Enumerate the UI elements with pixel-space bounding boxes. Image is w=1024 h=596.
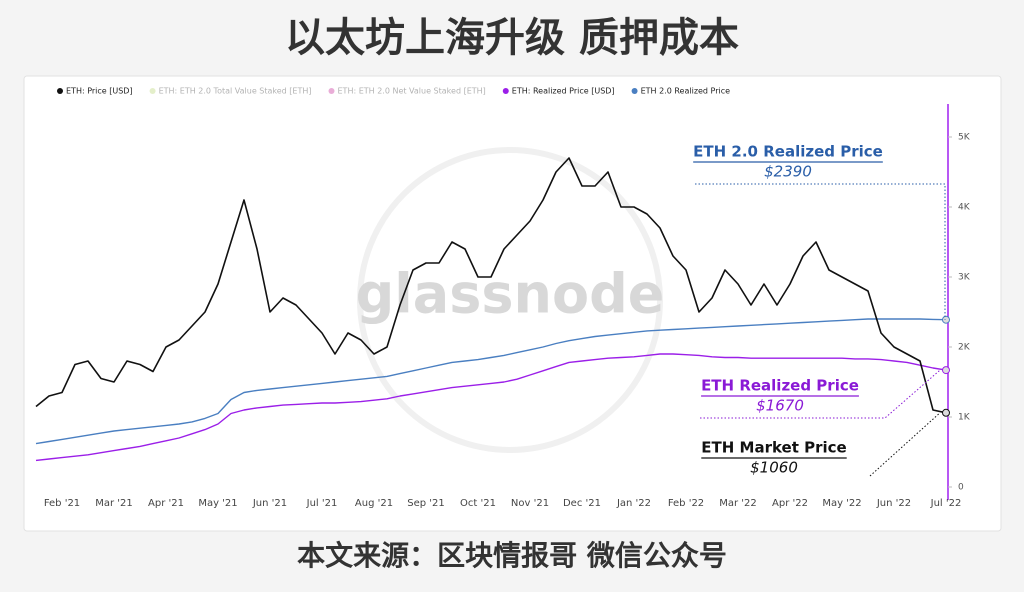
x-tick-label: Jul '22 [930, 498, 962, 509]
annotation-value: $2390 [764, 163, 812, 181]
x-tick-label: Feb '21 [44, 498, 80, 509]
x-tick-label: Dec '21 [563, 498, 601, 509]
annotation-value: $1060 [750, 459, 798, 477]
legend-item: ETH: ETH 2.0 Total Value Staked [ETH] [149, 87, 312, 96]
series-line [35, 157, 947, 414]
annotation-title: ETH 2.0 Realized Price [693, 143, 883, 161]
legend-swatch [57, 88, 63, 94]
y-tick-label: 1K [958, 413, 971, 423]
y-tick-label: 0 [958, 483, 964, 493]
x-tick-label: Apr '21 [148, 498, 184, 509]
end-marker [942, 408, 950, 417]
x-tick-label: May '22 [822, 498, 861, 509]
x-tick-label: Jul '21 [306, 498, 338, 509]
legend-label: ETH: Realized Price [USD] [512, 87, 615, 96]
watermark: glassnode [356, 263, 665, 326]
x-tick-label: Aug '21 [355, 498, 393, 509]
annotation-title: ETH Realized Price [701, 377, 859, 395]
x-tick-label: Apr '22 [772, 498, 808, 509]
legend-swatch [149, 88, 156, 94]
x-tick-label: Jun '21 [252, 498, 287, 509]
end-marker [942, 366, 950, 375]
legend-item: ETH 2.0 Realized Price [631, 87, 731, 96]
page-title: 以太坊上海升级 质押成本 [285, 15, 739, 61]
x-tick-label: Oct '21 [460, 498, 496, 509]
y-tick-label: 5K [958, 133, 971, 143]
legend-swatch [631, 88, 638, 94]
footer: 本文来源：区块情报哥 微信公众号 [297, 539, 727, 572]
chart-panel [23, 75, 1002, 532]
x-tick-label: Feb '22 [668, 498, 704, 509]
y-tick-label: 2K [958, 343, 971, 353]
annotation-connector [695, 183, 946, 320]
legend-label: ETH: Price [USD] [66, 87, 133, 96]
x-tick-label: Sep '21 [407, 498, 445, 509]
y-tick-label: 3K [958, 273, 971, 283]
legend-item: ETH: Realized Price [USD] [502, 87, 615, 96]
series-line [35, 318, 947, 445]
x-tick-label: Jan '22 [616, 498, 651, 509]
legend-swatch [328, 88, 335, 94]
x-tick-label: Jun '22 [876, 498, 911, 509]
watermark-logo [357, 147, 663, 453]
legend-item: ETH: Price [USD] [57, 87, 133, 96]
legend-label: ETH: ETH 2.0 Total Value Staked [ETH] [159, 87, 312, 96]
x-tick-label: Mar '21 [95, 498, 133, 509]
legend-label: ETH: ETH 2.0 Net Value Staked [ETH] [338, 87, 486, 96]
annotation-value: $1670 [756, 397, 804, 415]
x-tick-label: May '21 [198, 498, 237, 509]
legend-swatch [502, 88, 509, 94]
x-tick-label: Mar '22 [719, 498, 757, 509]
y-tick-label: 4K [958, 203, 971, 213]
series-line [35, 353, 947, 462]
legend-item: ETH: ETH 2.0 Net Value Staked [ETH] [328, 87, 486, 96]
x-tick-label: Nov '21 [511, 498, 549, 509]
annotation-title: ETH Market Price [701, 439, 846, 457]
end-marker [942, 315, 950, 324]
legend-label: ETH 2.0 Realized Price [641, 87, 731, 96]
